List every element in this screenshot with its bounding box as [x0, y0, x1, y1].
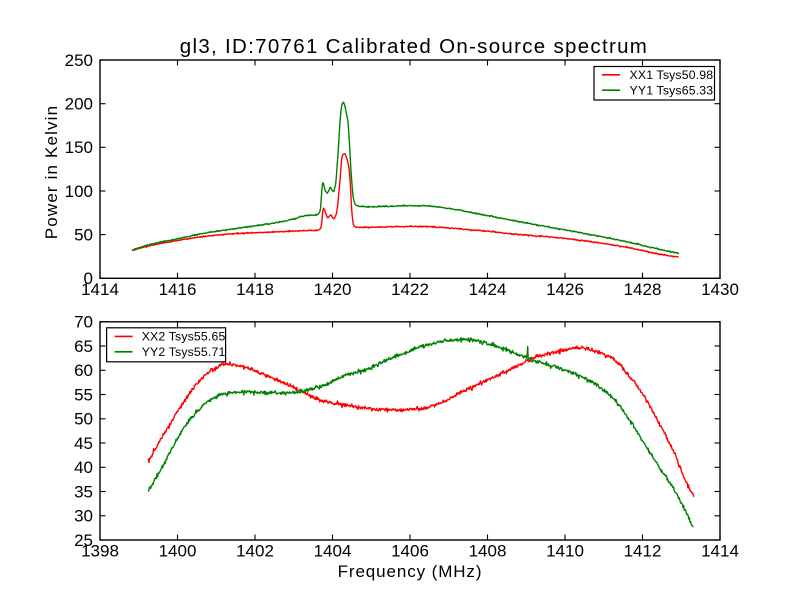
- svg-text:100: 100: [65, 182, 93, 201]
- svg-text:1414: 1414: [701, 542, 739, 561]
- svg-text:45: 45: [74, 434, 93, 453]
- svg-text:1410: 1410: [546, 542, 584, 561]
- svg-text:1428: 1428: [624, 280, 662, 299]
- svg-text:1422: 1422: [391, 280, 429, 299]
- svg-text:YY1 Tsys65.33: YY1 Tsys65.33: [630, 83, 714, 97]
- svg-text:40: 40: [74, 458, 93, 477]
- svg-text:35: 35: [74, 482, 93, 501]
- svg-text:250: 250: [65, 51, 93, 70]
- svg-text:1408: 1408: [469, 542, 507, 561]
- svg-text:XX2 Tsys55.65: XX2 Tsys55.65: [142, 330, 226, 344]
- svg-text:1416: 1416: [159, 280, 197, 299]
- svg-text:XX1 Tsys50.98: XX1 Tsys50.98: [630, 68, 714, 82]
- svg-text:25: 25: [74, 531, 93, 550]
- svg-text:1406: 1406: [391, 542, 429, 561]
- svg-text:Power in Kelvin: Power in Kelvin: [42, 105, 61, 239]
- svg-text:1418: 1418: [236, 280, 274, 299]
- svg-text:1420: 1420: [314, 280, 352, 299]
- svg-text:1424: 1424: [469, 280, 507, 299]
- svg-text:1412: 1412: [624, 542, 662, 561]
- svg-text:1430: 1430: [701, 280, 739, 299]
- svg-text:55: 55: [74, 385, 93, 404]
- svg-text:1414: 1414: [81, 280, 119, 299]
- svg-text:1404: 1404: [314, 542, 352, 561]
- svg-text:200: 200: [65, 95, 93, 114]
- svg-text:30: 30: [74, 507, 93, 526]
- svg-text:gl3, ID:70761 Calibrated On-so: gl3, ID:70761 Calibrated On-source spect…: [180, 35, 648, 58]
- svg-text:65: 65: [74, 337, 93, 356]
- svg-text:Frequency (MHz): Frequency (MHz): [338, 562, 483, 581]
- svg-text:1400: 1400: [159, 542, 197, 561]
- svg-text:50: 50: [74, 226, 93, 245]
- svg-text:YY2 Tsys55.71: YY2 Tsys55.71: [142, 345, 226, 359]
- svg-text:50: 50: [74, 410, 93, 429]
- svg-text:1402: 1402: [236, 542, 274, 561]
- svg-text:0: 0: [84, 269, 93, 288]
- svg-text:60: 60: [74, 361, 93, 380]
- svg-text:1426: 1426: [546, 280, 584, 299]
- svg-text:1398: 1398: [81, 542, 119, 561]
- svg-text:150: 150: [65, 138, 93, 157]
- svg-text:70: 70: [74, 313, 93, 332]
